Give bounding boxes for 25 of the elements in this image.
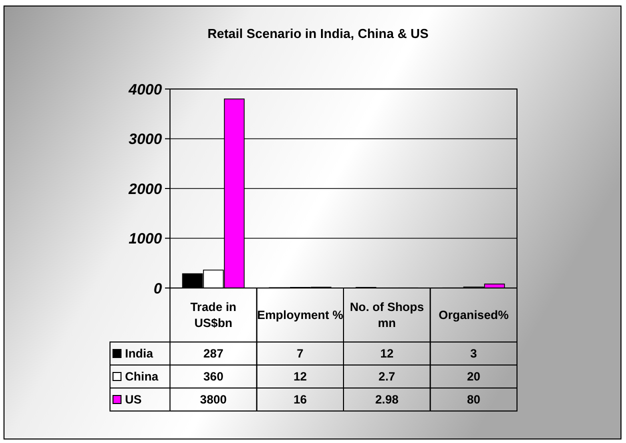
y-tick-label: 1000	[128, 230, 163, 248]
x-tick-label: Organised%	[438, 308, 509, 322]
data-label: 287	[203, 346, 224, 361]
legend-label: China	[125, 370, 159, 384]
legend-label: US	[125, 392, 142, 407]
legend-label: India	[125, 346, 154, 361]
x-tick-label: Trade in US$bn	[190, 300, 236, 330]
data-label: 2.98	[375, 392, 399, 407]
y-tick-label: 0	[154, 280, 163, 298]
data-label: 12	[380, 346, 394, 361]
y-tick-label: 3000	[128, 131, 163, 148]
data-label: 20	[466, 370, 481, 384]
y-tick-label: 4000	[128, 81, 163, 98]
data-label: 3800	[200, 392, 228, 407]
data-label: 7	[296, 346, 304, 361]
x-tick-label: Employment %	[257, 308, 344, 322]
data-label: 80	[466, 392, 481, 407]
y-tick-label: 2000	[128, 180, 163, 198]
data-label: 3	[470, 346, 478, 361]
data-label: 12	[293, 370, 308, 384]
chart-title: Retail Scenario in India, China & US	[207, 26, 429, 41]
data-label: 360	[203, 370, 224, 384]
x-tick-label: No. of Shops mn	[350, 300, 424, 330]
data-label: 2.7	[378, 370, 396, 384]
data-label: 16	[293, 392, 308, 407]
